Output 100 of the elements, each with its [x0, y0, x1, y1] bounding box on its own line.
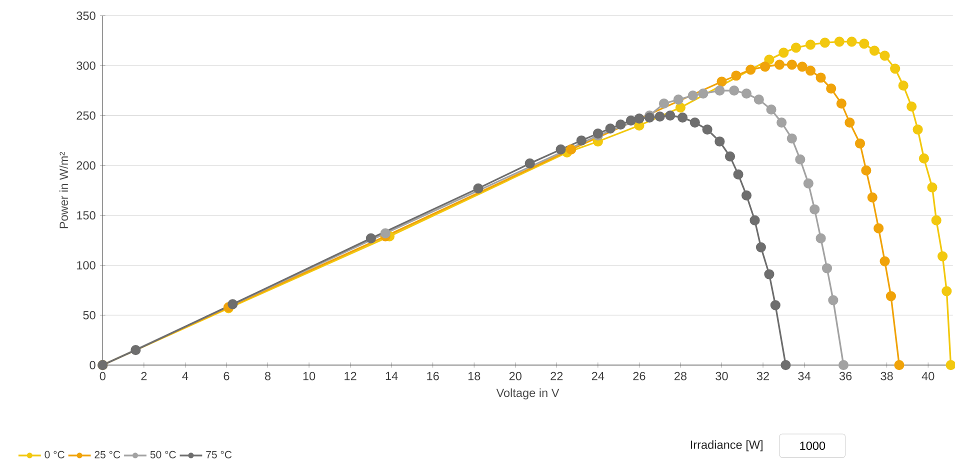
point: [918, 153, 930, 164]
point: [741, 88, 752, 98]
point: [714, 85, 725, 96]
y-tick-label: 200: [76, 161, 96, 170]
point: [786, 133, 797, 144]
point: [826, 83, 836, 94]
point: [846, 36, 857, 47]
point: [859, 38, 870, 49]
point: [874, 223, 884, 234]
point: [729, 85, 740, 96]
y-tick-label: 250: [76, 111, 96, 120]
y-axis-title: Power in W/m²: [59, 152, 68, 228]
x-tick-label: 2: [141, 372, 147, 380]
x-tick-label: 38: [880, 372, 893, 380]
point: [820, 37, 830, 48]
x-tick-label: 0: [100, 372, 106, 380]
legend-label: 25 °C: [94, 450, 120, 458]
point: [776, 117, 787, 128]
point: [556, 144, 566, 154]
point: [366, 233, 376, 244]
point: [746, 64, 756, 75]
point: [733, 169, 744, 180]
point: [780, 360, 791, 370]
point: [741, 190, 752, 200]
point: [130, 344, 141, 355]
point: [605, 123, 616, 134]
point: [764, 269, 774, 280]
point: [844, 117, 855, 128]
text: 1000: [800, 441, 826, 450]
point: [764, 54, 774, 65]
point: [803, 178, 814, 188]
y-tick-label: 0: [90, 360, 96, 370]
x-tick-label: 34: [798, 372, 811, 380]
point: [805, 65, 816, 76]
point: [774, 59, 785, 70]
point: [890, 63, 900, 74]
y-tick-label: 150: [77, 211, 96, 220]
point: [677, 112, 688, 122]
point: [927, 182, 938, 192]
y-tick-label: 50: [83, 310, 96, 320]
point: [658, 98, 670, 108]
legend-label: 75 °C: [206, 450, 232, 458]
legend-label: 50 °C: [150, 450, 176, 458]
x-tick-label: 28: [674, 372, 687, 380]
point: [576, 135, 586, 146]
point: [880, 50, 890, 61]
x-tick-label: 10: [303, 372, 316, 380]
x-tick-label: 16: [427, 372, 439, 380]
point: [898, 80, 908, 90]
point: [654, 111, 665, 122]
point: [797, 61, 808, 72]
text: Irradiance [W]: [690, 440, 762, 452]
point: [805, 39, 816, 50]
point: [724, 151, 736, 162]
point: [616, 119, 626, 130]
x-tick-label: 36: [839, 372, 852, 380]
x-axis-title: Voltage in V: [496, 388, 560, 400]
point: [828, 294, 838, 306]
point: [836, 98, 846, 108]
point: [937, 251, 948, 262]
point: [869, 45, 880, 56]
point: [912, 124, 923, 134]
x-tick-label: 22: [550, 372, 563, 380]
point: [790, 42, 802, 53]
x-tick-label: 32: [756, 372, 769, 380]
point: [906, 101, 917, 112]
point: [750, 215, 760, 226]
legend-label: 0 °C: [44, 450, 64, 458]
point: [688, 90, 698, 100]
point: [795, 154, 806, 164]
point: [880, 256, 890, 266]
point: [886, 290, 896, 302]
x-tick-label: 40: [922, 372, 934, 380]
point: [931, 215, 942, 226]
point: [861, 165, 872, 176]
point: [566, 144, 576, 154]
y-tick-label: 350: [76, 11, 96, 20]
point: [690, 117, 700, 128]
x-tick-label: 8: [264, 372, 271, 380]
point: [675, 102, 686, 112]
point: [816, 72, 826, 83]
point: [626, 115, 636, 126]
point: [766, 104, 776, 114]
y-tick-label: 100: [77, 260, 96, 270]
point: [698, 88, 708, 98]
point: [894, 360, 904, 370]
point: [754, 94, 764, 104]
point: [834, 36, 844, 47]
point: [838, 360, 849, 370]
x-tick-label: 12: [344, 372, 356, 380]
x-tick-label: 18: [468, 372, 480, 380]
point: [716, 76, 727, 86]
point: [665, 110, 676, 120]
point: [867, 192, 878, 202]
x-tick-label: 6: [224, 372, 230, 380]
x-tick-label: 26: [633, 372, 646, 380]
point: [473, 183, 484, 194]
point: [778, 47, 789, 58]
x-tick-label: 30: [716, 372, 728, 380]
point: [822, 263, 832, 274]
